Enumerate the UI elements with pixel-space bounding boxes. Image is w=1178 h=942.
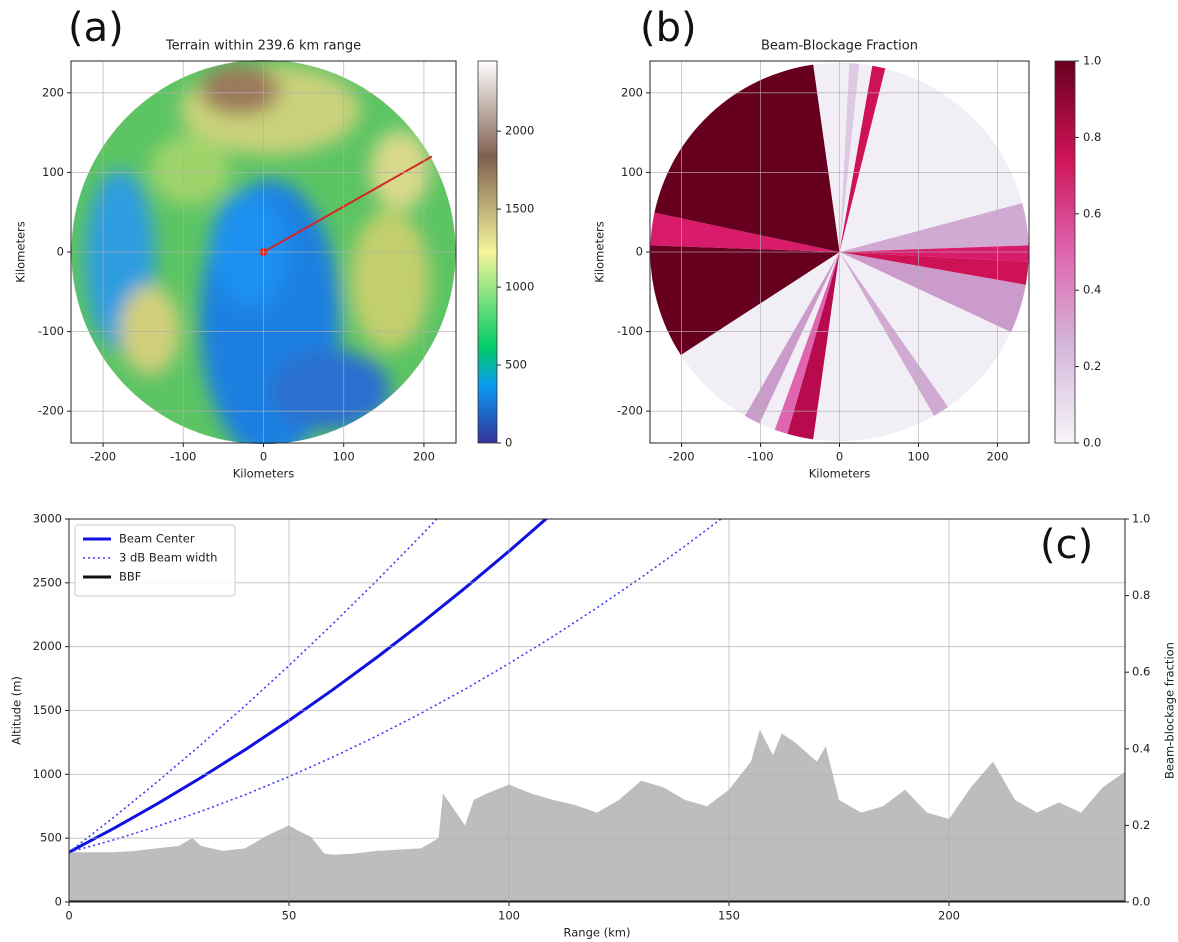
x-tick-label: 0 — [65, 909, 72, 923]
sector — [839, 252, 1029, 285]
line — [69, 519, 549, 854]
colorbar-tick-label: 0.4 — [1083, 283, 1101, 297]
y-tick-label: 1500 — [33, 703, 62, 717]
y-tick-label: 0 — [55, 895, 62, 909]
legend-box — [74, 524, 236, 597]
y2-tick-label: 0.2 — [1132, 818, 1150, 832]
y-axis-label: Altitude (m) — [10, 676, 24, 745]
y-tick-label: 2500 — [33, 575, 62, 589]
y2-tick-label: 0.6 — [1132, 665, 1150, 679]
colorbar-tick-label: 1500 — [505, 202, 534, 216]
y-axis-label: Kilometers — [593, 221, 607, 283]
sector — [787, 252, 840, 440]
x-tick-label: 200 — [938, 909, 960, 923]
colorbar — [477, 60, 498, 444]
y-axis-label: Kilometers — [14, 221, 28, 283]
x-tick-label: 100 — [498, 909, 520, 923]
x-tick-label: 100 — [907, 450, 929, 464]
panel-label: (b) — [640, 5, 697, 51]
legend-label: BBF — [119, 570, 141, 584]
y-tick-label: 100 — [42, 165, 64, 179]
plot-area — [69, 519, 1125, 902]
x-tick-label: 200 — [986, 450, 1008, 464]
y-tick-label: -100 — [617, 324, 643, 338]
y-tick-label: 0 — [57, 245, 64, 259]
y-tick-label: 500 — [40, 831, 62, 845]
plot-frame — [68, 518, 1126, 903]
x-axis-label: Kilometers — [233, 467, 295, 481]
sector — [839, 203, 1029, 252]
x-tick-label: 0 — [836, 450, 843, 464]
colorbar-tick-label: 1000 — [505, 280, 534, 294]
sector — [839, 65, 886, 252]
colorbar-tick-label: 0.0 — [1083, 436, 1101, 450]
colorbar-tick-label: 0.2 — [1083, 359, 1101, 373]
y2-tick-label: 0.4 — [1132, 741, 1150, 755]
y-tick-label: 100 — [621, 165, 643, 179]
sector — [839, 252, 949, 416]
y-tick-label: 200 — [621, 85, 643, 99]
y-tick-label: 2000 — [33, 639, 62, 653]
x-tick-label: -200 — [90, 450, 116, 464]
sector — [650, 245, 840, 356]
y2-tick-label: 0.8 — [1132, 588, 1150, 602]
y-tick-label: -200 — [617, 404, 643, 418]
y-tick-label: -100 — [38, 324, 64, 338]
legend-label: 3 dB Beam width — [119, 551, 217, 565]
sector — [839, 245, 1029, 262]
colorbar-tick-label: 2000 — [505, 124, 534, 138]
colorbar-tick-label: 0 — [505, 436, 512, 450]
x-tick-label: -200 — [669, 450, 695, 464]
x-tick-label: 200 — [413, 450, 435, 464]
x-tick-label: -100 — [747, 450, 773, 464]
colorbar-tick-label: 1.0 — [1083, 54, 1101, 68]
colorbar — [1054, 60, 1076, 444]
line — [69, 519, 723, 853]
area — [69, 729, 1125, 902]
plot-frame — [649, 60, 1030, 444]
plot-frame — [70, 60, 457, 444]
x-tick-label: 50 — [282, 909, 297, 923]
panel-label: (c) — [1040, 522, 1093, 568]
y-tick-label: 0 — [636, 245, 643, 259]
chart-title: Beam-Blockage Fraction — [761, 39, 918, 54]
chart-title: Terrain within 239.6 km range — [165, 39, 361, 54]
x-tick-label: -100 — [170, 450, 196, 464]
colorbar-tick-label: 0.6 — [1083, 206, 1101, 220]
sector — [839, 252, 1026, 332]
y2-axis-label: Beam-blockage fraction — [1163, 642, 1177, 779]
y-tick-label: -200 — [38, 404, 64, 418]
x-tick-label: 0 — [260, 450, 267, 464]
colorbar-tick-label: 500 — [505, 358, 527, 372]
panel-label: (a) — [68, 5, 124, 51]
sector — [839, 63, 860, 252]
x-tick-label: 100 — [333, 450, 355, 464]
sector — [744, 252, 840, 424]
colorbar-tick-label: 0.8 — [1083, 130, 1101, 144]
y-tick-label: 200 — [42, 85, 64, 99]
y2-tick-label: 0.0 — [1132, 895, 1150, 909]
x-axis-label: Range (km) — [564, 926, 631, 940]
y-tick-label: 1000 — [33, 767, 62, 781]
y2-tick-label: 1.0 — [1132, 512, 1150, 526]
y-tick-label: 3000 — [33, 512, 62, 526]
sector — [774, 252, 840, 434]
x-tick-label: 150 — [718, 909, 740, 923]
legend-label: Beam Center — [119, 532, 195, 546]
sector — [654, 64, 840, 253]
x-axis-label: Kilometers — [809, 467, 871, 481]
sector — [650, 212, 840, 252]
